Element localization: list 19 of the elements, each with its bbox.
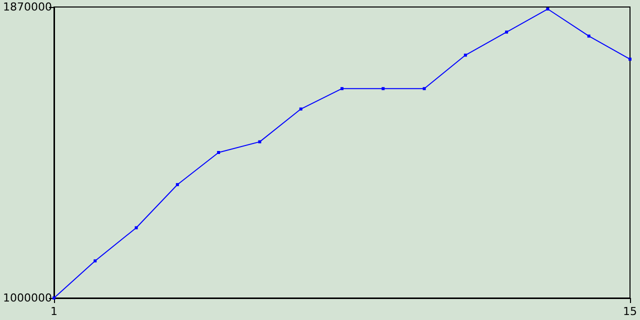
point <box>340 87 344 90</box>
y-tick-label: 1000000 <box>2 292 52 304</box>
point <box>94 259 97 262</box>
point <box>546 8 550 11</box>
point <box>464 54 467 57</box>
point <box>134 226 138 230</box>
point <box>299 108 302 111</box>
point <box>258 140 262 144</box>
point <box>382 87 385 90</box>
point <box>587 34 590 38</box>
line-series <box>52 8 632 300</box>
point <box>217 151 220 154</box>
x-tick-label: 1 <box>50 305 58 318</box>
x-tick-label: 15 <box>623 305 637 318</box>
point <box>176 183 179 186</box>
point <box>505 30 508 34</box>
y-tick-label: 1870000 <box>2 0 52 14</box>
point <box>628 58 632 61</box>
point <box>422 87 426 90</box>
